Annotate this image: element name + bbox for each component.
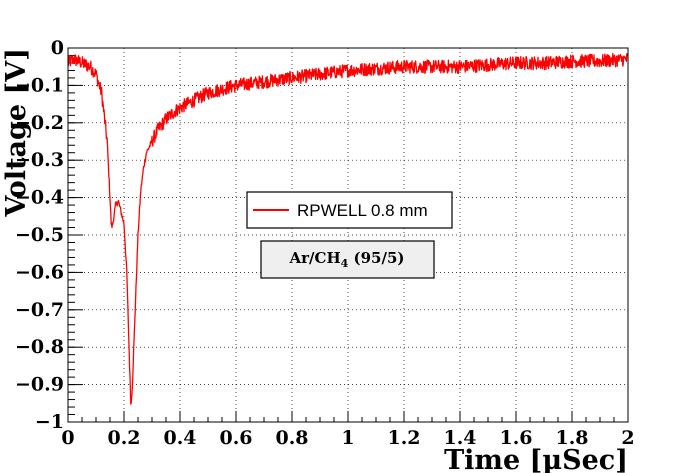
x-tick-label: 1.4 — [443, 427, 476, 449]
series-layer — [67, 52, 629, 405]
y-tick-label: −0.6 — [15, 261, 64, 283]
y-tick-label: −0.7 — [15, 299, 64, 321]
annotation-box — [260, 240, 435, 279]
x-tick-label: 0 — [61, 427, 74, 449]
annotation-base: Ar/CH — [288, 249, 340, 267]
x-tick-label: 2 — [621, 427, 634, 449]
y-tick-label: −0.5 — [15, 224, 64, 246]
x-tick-label: 0.6 — [219, 427, 252, 449]
annotation-suffix: (95/5) — [348, 249, 404, 267]
legend: RPWELL 0.8 mm — [246, 191, 453, 229]
x-tick-label: 1.6 — [499, 427, 532, 449]
y-axis-title: Voltage [V] — [1, 48, 32, 218]
series-line — [67, 52, 629, 405]
x-tick-label: 1 — [341, 427, 354, 449]
annotation-subscript: 4 — [341, 257, 349, 270]
y-tick-label: −1 — [35, 411, 64, 433]
x-axis-title: Time [µSec] — [444, 445, 628, 473]
y-tick-label: −0.1 — [15, 74, 64, 96]
annotation-text: Ar/CH4 (95/5) — [288, 249, 404, 270]
x-tick-labels: 0 0.2 0.4 0.6 0.8 1 1.2 1.4 1.6 1.8 2 — [61, 427, 634, 449]
annotation: Ar/CH4 (95/5) — [260, 240, 435, 279]
y-tick-label: 0 — [51, 37, 64, 59]
x-tick-label: 1.2 — [387, 427, 420, 449]
y-tick-label: −0.2 — [15, 112, 64, 134]
y-tick-label: −0.9 — [15, 374, 64, 396]
y-tick-labels: 0 −0.1 −0.2 −0.3 −0.4 −0.5 −0.6 −0.7 −0.8 −0.9 −1 — [15, 37, 64, 433]
x-tick-label: 1.8 — [555, 427, 588, 449]
y-tick-label: −0.3 — [15, 149, 64, 171]
x-tick-label: 0.2 — [107, 427, 140, 449]
x-tick-label: 0.4 — [163, 427, 196, 449]
y-tick-label: −0.8 — [15, 336, 64, 358]
x-tick-label: 0.8 — [275, 427, 308, 449]
plot-frame — [67, 47, 629, 423]
legend-label: RPWELL 0.8 mm — [297, 201, 428, 220]
y-tick-label: −0.4 — [15, 187, 64, 209]
